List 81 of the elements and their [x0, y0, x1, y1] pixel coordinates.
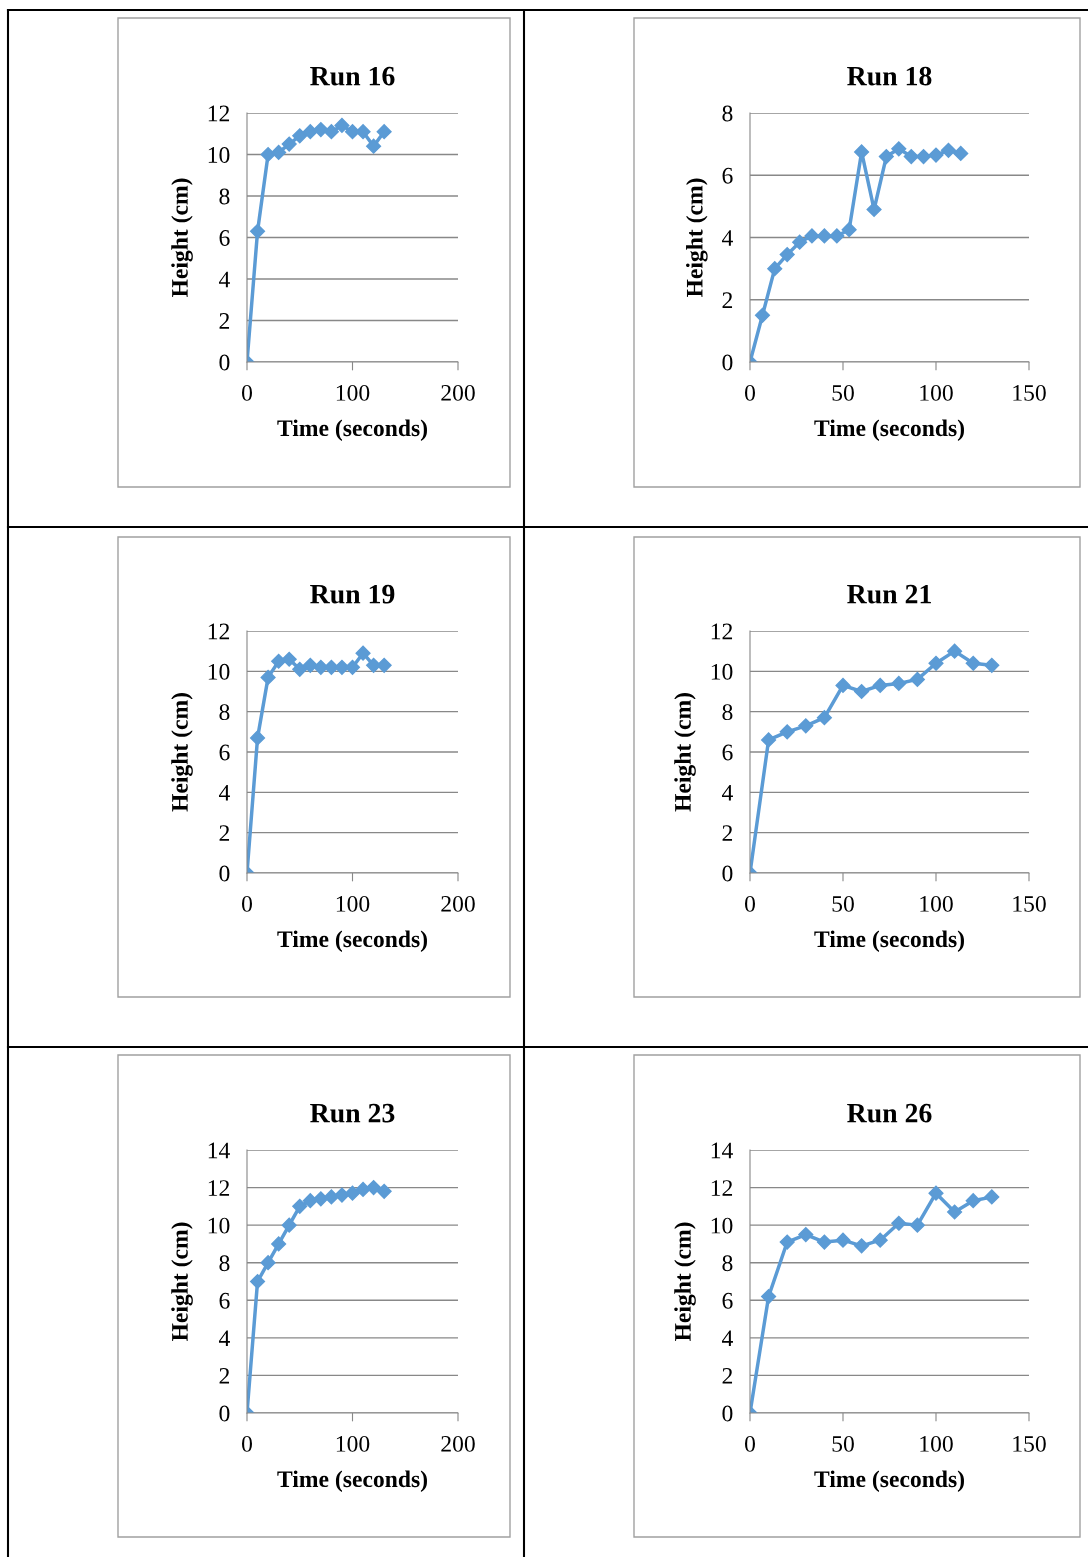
y-tick-label: 10	[208, 663, 230, 680]
y-tick-label: 8	[722, 105, 733, 122]
x-tick-label: 0	[745, 895, 755, 912]
x-tick-label: 100	[336, 1435, 370, 1452]
chart-title: Run 23	[310, 1103, 395, 1123]
y-tick-label: 6	[219, 744, 230, 761]
y-tick-label: 12	[711, 623, 733, 640]
x-axis-title: Time (seconds)	[814, 930, 964, 952]
y-tick-label: 8	[722, 704, 733, 721]
y-tick-label: 4	[218, 1330, 230, 1347]
chart-title: Run 19	[310, 584, 395, 604]
y-tick-label: 12	[208, 623, 230, 640]
x-tick-label: 100	[920, 384, 953, 401]
chart-title: Run 18	[847, 66, 932, 86]
x-tick-label: 100	[920, 895, 953, 912]
y-tick-label: 6	[722, 744, 733, 761]
x-tick-label: 0	[242, 1435, 252, 1452]
y-tick-label: 8	[219, 704, 230, 721]
y-axis-title: Height (cm)	[171, 693, 193, 812]
x-axis-title: Time (seconds)	[277, 419, 427, 441]
y-tick-label: 0	[722, 865, 733, 882]
chart-title: Run 16	[310, 66, 395, 86]
x-tick-label: 150	[1013, 1435, 1046, 1452]
y-axis-title: Height (cm)	[674, 693, 696, 812]
y-tick-label: 4	[721, 784, 733, 801]
y-tick-label: 10	[711, 663, 733, 680]
x-tick-label: 150	[1013, 895, 1046, 912]
x-tick-label: 50	[832, 895, 854, 912]
y-tick-label: 10	[208, 1217, 230, 1234]
y-tick-label: 2	[722, 1367, 733, 1384]
x-axis-title: Time (seconds)	[277, 1470, 427, 1492]
y-axis-title: Height (cm)	[686, 178, 708, 298]
y-tick-label: 4	[218, 784, 230, 801]
x-tick-label: 0	[242, 895, 252, 912]
y-tick-label: 4	[721, 230, 733, 246]
chart-title: Run 21	[847, 584, 931, 604]
y-tick-label: 6	[219, 230, 230, 246]
y-tick-label: 8	[219, 1255, 230, 1272]
y-tick-label: 0	[219, 1405, 230, 1422]
y-tick-label: 0	[722, 1405, 733, 1422]
y-tick-label: 8	[722, 1255, 733, 1272]
y-tick-label: 12	[711, 1180, 733, 1196]
x-tick-label: 50	[832, 384, 854, 401]
x-tick-label: 0	[745, 384, 755, 401]
x-tick-label: 200	[441, 895, 475, 912]
y-tick-label: 12	[208, 1180, 230, 1196]
x-tick-label: 50	[832, 1435, 854, 1452]
y-tick-label: 10	[711, 1217, 733, 1234]
y-tick-label: 8	[219, 188, 230, 205]
y-tick-label: 2	[219, 1367, 230, 1384]
x-tick-label: 0	[242, 384, 252, 401]
y-tick-label: 0	[722, 354, 733, 371]
x-axis-title: Time (seconds)	[814, 419, 964, 441]
y-tick-label: 0	[219, 865, 230, 882]
y-tick-label: 2	[219, 313, 230, 329]
chart-title: Run 26	[847, 1103, 932, 1123]
y-tick-label: 4	[721, 1330, 733, 1347]
x-tick-label: 200	[441, 1435, 475, 1452]
y-tick-label: 2	[722, 292, 733, 308]
y-tick-label: 12	[208, 105, 230, 122]
y-tick-label: 0	[219, 354, 230, 371]
x-tick-label: 0	[745, 1435, 755, 1452]
y-tick-label: 2	[722, 825, 733, 841]
y-axis-title: Height (cm)	[171, 178, 193, 298]
y-tick-label: 6	[722, 167, 733, 184]
y-tick-label: 4	[218, 271, 230, 288]
x-tick-label: 100	[336, 895, 370, 912]
y-axis-title: Height (cm)	[674, 1222, 696, 1342]
y-tick-label: 14	[208, 1142, 230, 1159]
x-axis-title: Time (seconds)	[277, 930, 427, 952]
x-tick-label: 200	[441, 384, 475, 401]
y-axis-title: Height (cm)	[171, 1222, 193, 1342]
y-tick-label: 10	[208, 146, 230, 163]
x-tick-label: 100	[336, 384, 370, 401]
x-tick-label: 100	[920, 1435, 953, 1452]
y-tick-label: 14	[711, 1142, 733, 1159]
x-tick-label: 150	[1013, 384, 1046, 401]
y-tick-label: 2	[219, 825, 230, 841]
y-tick-label: 6	[722, 1292, 733, 1309]
y-tick-label: 6	[219, 1292, 230, 1309]
x-axis-title: Time (seconds)	[814, 1470, 964, 1492]
